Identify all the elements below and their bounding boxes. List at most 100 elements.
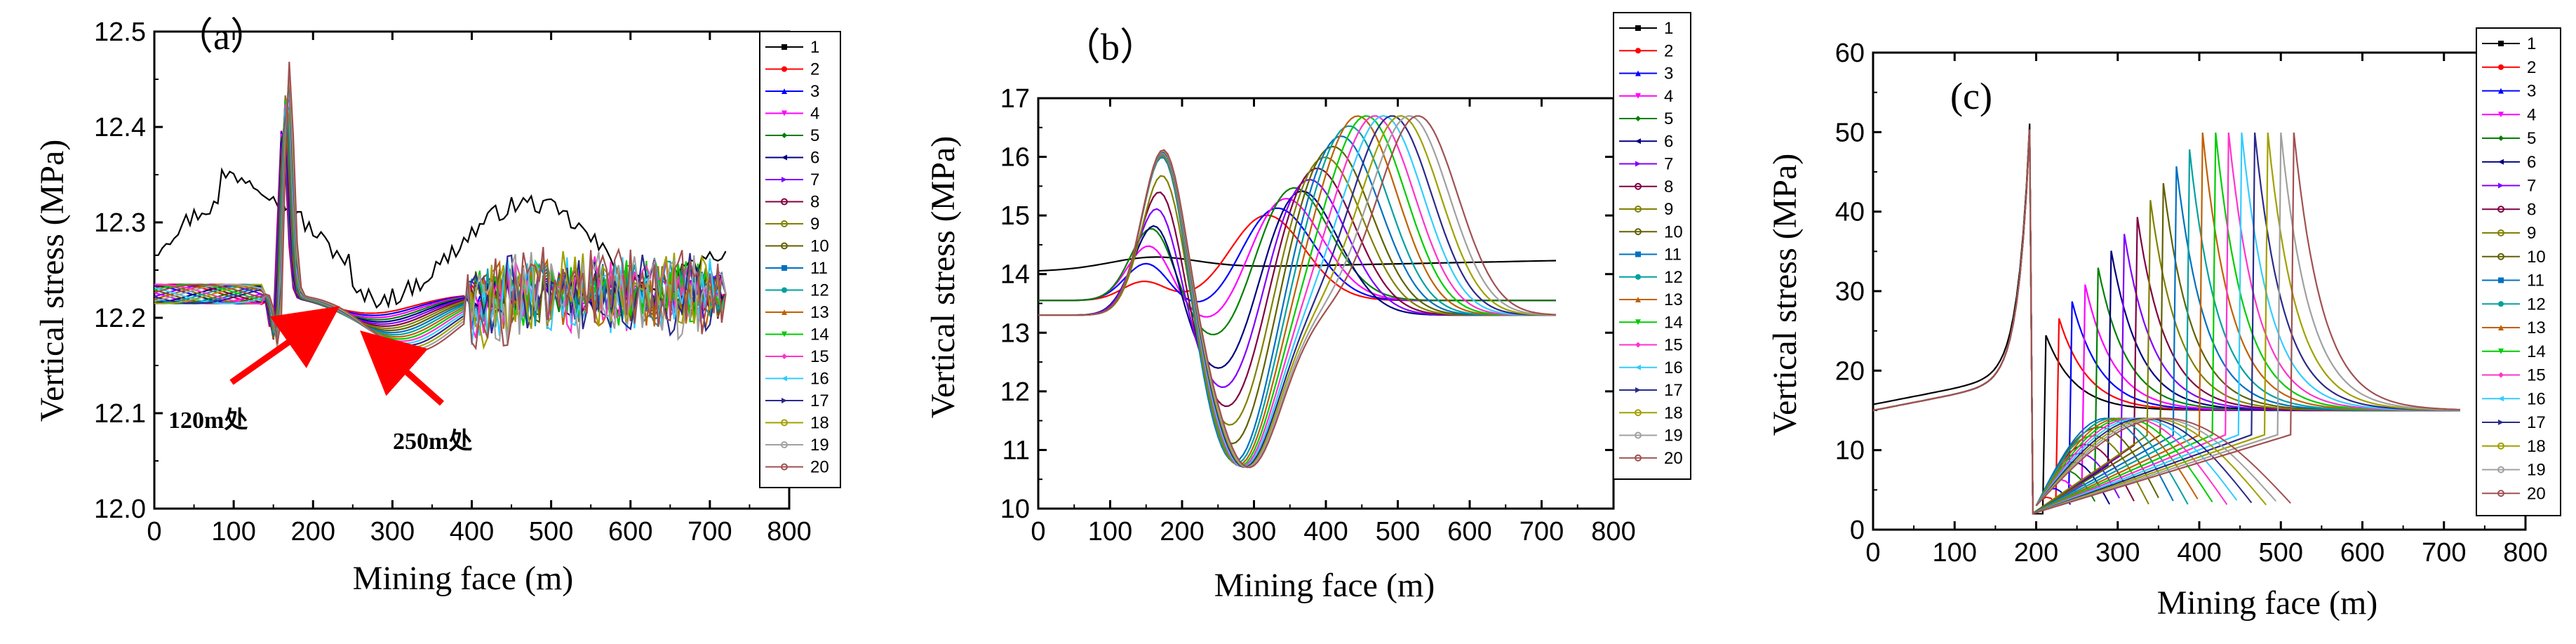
x-tick-label: 200	[1160, 517, 1204, 546]
legend-marker-9	[781, 220, 788, 227]
y-tick-label: 50	[1835, 118, 1865, 147]
x-tick-label: 300	[370, 517, 415, 546]
legend-label-12: 12	[2527, 295, 2546, 314]
x-tick-label: 700	[2422, 538, 2466, 568]
series-line-13	[1873, 129, 2461, 515]
legend-label-4: 4	[1664, 87, 1673, 106]
series-line-15	[1873, 129, 2460, 515]
legend-marker-5	[1635, 116, 1641, 121]
legend-marker-10	[781, 242, 788, 250]
legend-marker-14	[781, 331, 787, 337]
legend-marker-16	[1635, 364, 1641, 370]
legend-label-5: 5	[2527, 129, 2536, 148]
legend-label-1: 1	[2527, 34, 2536, 53]
x-tick-label: 800	[767, 517, 811, 546]
series-line-19	[154, 65, 727, 351]
y-tick-label: 10	[1835, 436, 1865, 466]
panel-a: （a） 0 100 200 300 400 500 600 700 800 12.0 12.1 12.…	[34, 15, 841, 597]
legend-label-1: 1	[810, 38, 819, 57]
panel-a-ylabel: Vertical stress (MPa)	[34, 140, 71, 422]
panel-c-plot: 0 100 200 300 400 500 600 700 800 0 10 20 30 40 50 60	[1835, 39, 2548, 568]
legend-label-9: 9	[1664, 200, 1673, 219]
legend-marker-11	[781, 265, 787, 271]
x-tick-label: 500	[1376, 517, 1420, 546]
legend-label-6: 6	[1664, 132, 1673, 151]
x-tick-label: 100	[1933, 538, 1977, 568]
legend-marker-9	[1635, 206, 1642, 213]
x-tick-label: 700	[1520, 517, 1564, 546]
legend-marker-2	[781, 66, 787, 72]
legend-label-17: 17	[810, 391, 829, 410]
series-layer	[1873, 123, 2461, 515]
series-line-14	[154, 100, 727, 342]
legend-label-10: 10	[2527, 248, 2546, 267]
annotation-arrow-250	[360, 330, 444, 406]
legend-marker-16	[2498, 396, 2504, 402]
legend-marker-10	[1635, 228, 1642, 236]
legend-marker-7	[781, 177, 787, 182]
y-tick-label: 12.2	[94, 304, 146, 333]
x-tick-label: 300	[2095, 538, 2140, 568]
legend-label-14: 14	[2527, 342, 2546, 361]
legend-label-16: 16	[1664, 358, 1683, 377]
legend-label-15: 15	[810, 347, 829, 366]
x-tick-label: 500	[529, 517, 573, 546]
legend-label-2: 2	[810, 60, 819, 79]
legend-label-5: 5	[1664, 109, 1673, 128]
legend-label-14: 14	[810, 326, 829, 344]
y-tick-label: 12.5	[94, 18, 146, 47]
legend-box	[1613, 12, 1691, 480]
series-line-9	[1038, 156, 1556, 426]
legend-marker-3	[1635, 70, 1641, 76]
y-tick-label: 12	[1000, 377, 1030, 407]
legend-marker-15	[781, 354, 787, 359]
legend-marker-8	[1635, 182, 1642, 190]
legend-marker-20	[781, 463, 788, 471]
legend-label-7: 7	[810, 170, 819, 189]
x-tick-label: 600	[608, 517, 652, 546]
series-line-20	[1038, 115, 1557, 469]
legend-marker-20	[1635, 454, 1642, 462]
series-line-19	[1873, 129, 2461, 515]
legend-label-19: 19	[810, 436, 829, 455]
legend-label-2: 2	[1664, 41, 1673, 60]
legend-label-20: 20	[1664, 449, 1683, 468]
series-line-18	[1873, 129, 2460, 515]
legend-label-12: 12	[1664, 268, 1683, 287]
legend-marker-18	[2497, 442, 2504, 450]
legend-label-13: 13	[2527, 318, 2546, 337]
legend-label-10: 10	[810, 237, 829, 256]
panel-c-ylabel: Vertical stress (MPa)	[1766, 154, 1804, 436]
legend-marker-20	[2497, 490, 2504, 497]
series-line-17	[1873, 129, 2460, 515]
y-tick-label: 20	[1835, 356, 1865, 386]
legend-marker-6	[781, 154, 787, 161]
legend-box	[759, 31, 841, 488]
legend-marker-4	[781, 110, 787, 116]
panel-a-xlabel: Mining face (m)	[353, 560, 574, 597]
legend-marker-17	[781, 398, 787, 403]
x-tick-label: 200	[2014, 538, 2058, 568]
legend-label-15: 15	[1664, 336, 1683, 355]
panel-b-label: （b）	[1063, 26, 1158, 68]
legend-marker-6	[1635, 138, 1641, 145]
legend-label-14: 14	[1664, 313, 1683, 332]
series-line-20	[154, 62, 727, 353]
series-line-16	[1873, 129, 2460, 515]
x-tick-label: 400	[1303, 517, 1348, 546]
legend-box	[2476, 27, 2561, 516]
x-tick-label: 800	[1591, 517, 1635, 546]
y-tick-label: 12.4	[94, 113, 146, 142]
legend-marker-15	[1635, 342, 1641, 348]
legend-label-16: 16	[2527, 389, 2546, 408]
series-line-20	[1873, 129, 2461, 515]
legend-label-19: 19	[1664, 427, 1683, 445]
legend-marker-1	[1635, 25, 1641, 31]
legend-marker-15	[2498, 372, 2504, 378]
series-line-2	[1873, 129, 2460, 515]
legend-marker-17	[1635, 387, 1641, 393]
legend-marker-10	[2497, 253, 2504, 260]
